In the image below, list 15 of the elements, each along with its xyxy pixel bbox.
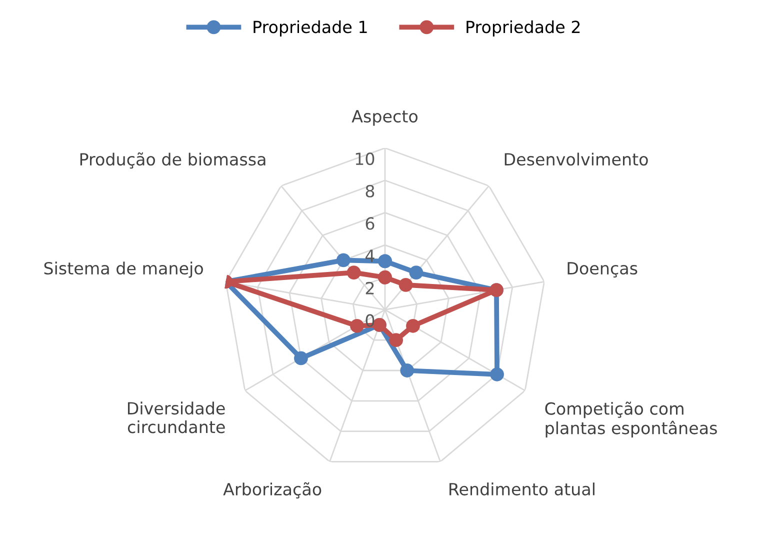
spoke-label: Produção de biomassa [80,152,266,169]
spoke-label: Competição com plantas espontâneas [545,402,717,438]
spoke-label: Rendimento atual [450,482,594,496]
legend-label: Propriedade 2 [466,20,580,36]
spoke-label: Aspecto [352,110,418,126]
spoke-label: Doenças [568,262,638,278]
y-tick-label: 6 [366,217,374,230]
y-tick-label: 8 [366,184,374,198]
spoke-label: Diversidade circundante [128,402,225,434]
y-tick-label: 2 [366,282,374,294]
spoke-label: Sistema de manejo [44,262,203,278]
spoke-label: Arborização [223,482,322,498]
y-tick-label: 10 [356,152,374,166]
spoke-label: Desenvolvimento [504,152,648,166]
legend-label: Propriedade 1 [254,20,367,36]
